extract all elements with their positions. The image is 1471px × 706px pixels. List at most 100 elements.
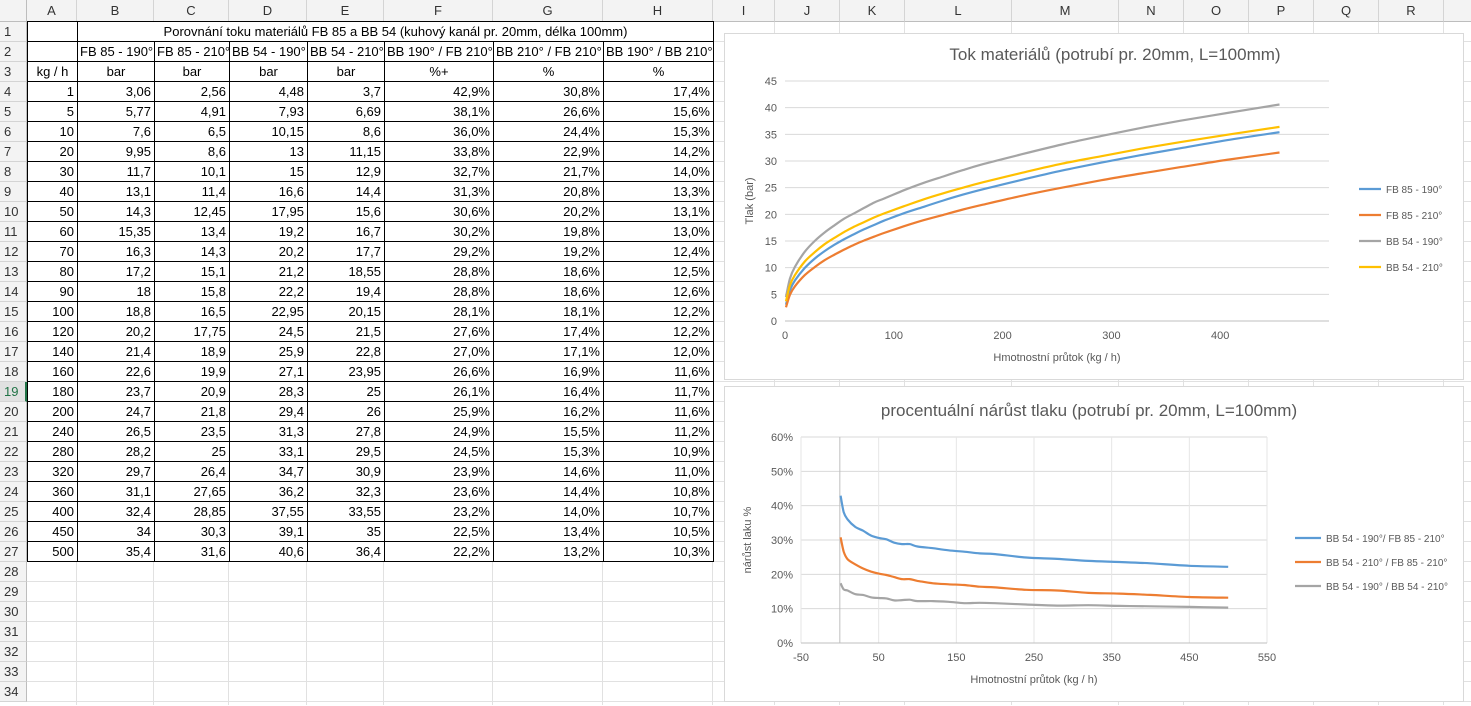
table-cell[interactable]: 10,9% xyxy=(603,441,714,462)
column-header-c[interactable]: C xyxy=(154,0,229,22)
column-header-d[interactable]: D xyxy=(229,0,307,22)
table-cell[interactable]: 14,2% xyxy=(603,141,714,162)
table-cell[interactable]: 20,8% xyxy=(493,181,604,202)
table-cell[interactable]: 320 xyxy=(27,461,78,482)
table-cell[interactable]: 24,5 xyxy=(229,321,308,342)
table-cell[interactable]: 16,3 xyxy=(77,241,155,262)
column-header-f[interactable]: F xyxy=(384,0,493,22)
table-cell[interactable]: 11,15 xyxy=(307,141,385,162)
column-header-i[interactable]: I xyxy=(713,0,775,22)
table-cell[interactable]: 25,9% xyxy=(384,401,494,422)
table-cell[interactable]: 27,6% xyxy=(384,321,494,342)
table-cell[interactable]: 22,95 xyxy=(229,301,308,322)
table-cell[interactable]: 11,7 xyxy=(77,161,155,182)
table-cell[interactable]: 14,6% xyxy=(493,461,604,482)
table-cell[interactable]: 27,65 xyxy=(154,481,230,502)
column-header-e[interactable]: E xyxy=(307,0,384,22)
table-cell[interactable]: 32,7% xyxy=(384,161,494,182)
column-header-p[interactable]: P xyxy=(1249,0,1314,22)
table-cell[interactable]: 24,5% xyxy=(384,441,494,462)
row-header[interactable]: 8 xyxy=(0,162,27,182)
row-header[interactable]: 28 xyxy=(0,562,27,582)
row-header[interactable]: 9 xyxy=(0,182,27,202)
table-cell[interactable]: 16,5 xyxy=(154,301,230,322)
row-header[interactable]: 31 xyxy=(0,622,27,642)
column-header-r[interactable]: R xyxy=(1379,0,1444,22)
table-cell[interactable]: 10,1 xyxy=(154,161,230,182)
column-header-m[interactable]: M xyxy=(1012,0,1119,22)
table-cell[interactable]: 10,15 xyxy=(229,121,308,142)
table-cell[interactable]: 4,91 xyxy=(154,101,230,122)
table-cell[interactable]: 30,6% xyxy=(384,201,494,222)
table-cell[interactable]: 37,55 xyxy=(229,501,308,522)
table-cell[interactable]: 19,2 xyxy=(229,221,308,242)
table-cell[interactable]: 26,6% xyxy=(384,361,494,382)
row-header[interactable]: 25 xyxy=(0,502,27,522)
table-cell[interactable]: 14,3 xyxy=(77,201,155,222)
row-header[interactable]: 26 xyxy=(0,522,27,542)
table-cell[interactable]: 18,6% xyxy=(493,281,604,302)
table-cell[interactable]: 14,0% xyxy=(493,501,604,522)
column-header-h[interactable]: H xyxy=(603,0,713,22)
table-cell[interactable]: 29,7 xyxy=(77,461,155,482)
table-cell[interactable]: 17,4% xyxy=(493,321,604,342)
unit-header[interactable]: % xyxy=(493,61,604,82)
table-cell[interactable]: 13,3% xyxy=(603,181,714,202)
table-cell[interactable]: 11,7% xyxy=(603,381,714,402)
table-cell[interactable]: 26,1% xyxy=(384,381,494,402)
table-cell[interactable]: 34 xyxy=(77,521,155,542)
row-header[interactable]: 4 xyxy=(0,82,27,102)
table-cell[interactable]: 19,2% xyxy=(493,241,604,262)
table-cell[interactable]: 15,1 xyxy=(154,261,230,282)
table-cell[interactable]: 23,2% xyxy=(384,501,494,522)
table-cell[interactable]: 10,5% xyxy=(603,521,714,542)
column-header-o[interactable]: O xyxy=(1184,0,1249,22)
table-cell[interactable]: 3,7 xyxy=(307,81,385,102)
table-cell[interactable]: 30,2% xyxy=(384,221,494,242)
table-cell[interactable]: 280 xyxy=(27,441,78,462)
table-cell[interactable]: 30,3 xyxy=(154,521,230,542)
table-cell[interactable]: 31,3% xyxy=(384,181,494,202)
table-cell[interactable]: 27,0% xyxy=(384,341,494,362)
table-cell[interactable]: 23,7 xyxy=(77,381,155,402)
table-cell[interactable]: 21,4 xyxy=(77,341,155,362)
table-cell[interactable]: 15,3% xyxy=(603,121,714,142)
table-cell[interactable]: 14,0% xyxy=(603,161,714,182)
table-cell[interactable]: 18,55 xyxy=(307,261,385,282)
table-cell[interactable]: 39,1 xyxy=(229,521,308,542)
table-cell[interactable]: 12,0% xyxy=(603,341,714,362)
table-cell[interactable]: 9,95 xyxy=(77,141,155,162)
select-all-corner[interactable] xyxy=(0,0,27,22)
table-cell[interactable]: 16,6 xyxy=(229,181,308,202)
table-cell[interactable]: 17,7 xyxy=(307,241,385,262)
row-header[interactable]: 29 xyxy=(0,582,27,602)
table-cell[interactable]: 15,35 xyxy=(77,221,155,242)
table-cell[interactable]: 29,4 xyxy=(229,401,308,422)
row-header[interactable]: 5 xyxy=(0,102,27,122)
table-cell[interactable]: 6,5 xyxy=(154,121,230,142)
table-cell[interactable]: 31,6 xyxy=(154,541,230,562)
table-cell[interactable]: 33,55 xyxy=(307,501,385,522)
table-cell[interactable]: 38,1% xyxy=(384,101,494,122)
table-cell[interactable]: 26 xyxy=(307,401,385,422)
row-header[interactable]: 15 xyxy=(0,302,27,322)
table-cell[interactable]: 40 xyxy=(27,181,78,202)
table-cell[interactable]: 16,4% xyxy=(493,381,604,402)
table-cell[interactable]: 400 xyxy=(27,501,78,522)
table-cell[interactable]: 28,3 xyxy=(229,381,308,402)
table-corner-cell[interactable] xyxy=(27,21,78,42)
row-header[interactable]: 24 xyxy=(0,482,27,502)
column-header-a[interactable]: A xyxy=(27,0,77,22)
table-cell[interactable]: 12,4% xyxy=(603,241,714,262)
row-header[interactable]: 22 xyxy=(0,442,27,462)
row-header[interactable]: 17 xyxy=(0,342,27,362)
unit-header[interactable]: bar xyxy=(307,61,385,82)
table-cell[interactable]: 13,4% xyxy=(493,521,604,542)
unit-header[interactable]: bar xyxy=(77,61,155,82)
table-cell[interactable]: 16,9% xyxy=(493,361,604,382)
table-cell[interactable]: 26,4 xyxy=(154,461,230,482)
table-cell[interactable]: 19,4 xyxy=(307,281,385,302)
row-header[interactable]: 19 xyxy=(0,382,27,402)
table-cell[interactable]: 15,8 xyxy=(154,281,230,302)
